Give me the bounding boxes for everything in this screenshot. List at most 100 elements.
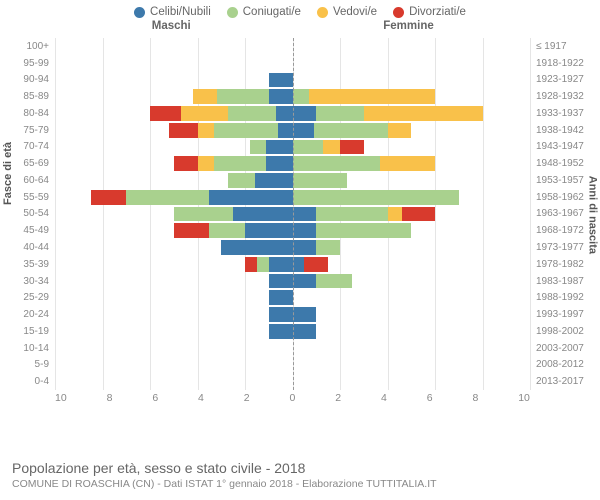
female-bar bbox=[293, 173, 531, 188]
male-bar bbox=[55, 56, 293, 71]
birth-label: 1993-1997 bbox=[536, 309, 600, 320]
age-label: 55-59 bbox=[0, 192, 49, 203]
seg-coniug bbox=[316, 274, 352, 289]
seg-vedovi bbox=[380, 156, 435, 171]
center-divider bbox=[293, 38, 294, 390]
age-label: 30-34 bbox=[0, 276, 49, 287]
celibi-dot bbox=[134, 7, 145, 18]
female-bar bbox=[293, 106, 531, 121]
female-header: Femmine bbox=[383, 20, 434, 32]
seg-celibi bbox=[255, 173, 293, 188]
male-bar bbox=[55, 240, 293, 255]
chart-footer: Popolazione per età, sesso e stato civil… bbox=[12, 460, 437, 490]
seg-vedovi bbox=[364, 106, 483, 121]
male-bar bbox=[55, 89, 293, 104]
birth-label: 1983-1987 bbox=[536, 276, 600, 287]
seg-celibi bbox=[293, 307, 317, 322]
seg-vedovi bbox=[388, 123, 412, 138]
seg-divorz bbox=[245, 257, 257, 272]
seg-vedovi bbox=[193, 89, 217, 104]
seg-coniug bbox=[250, 140, 267, 155]
gridline bbox=[530, 38, 531, 390]
female-bar bbox=[293, 274, 531, 289]
birth-label: 1978-1982 bbox=[536, 259, 600, 270]
coniug-dot bbox=[227, 7, 238, 18]
seg-celibi bbox=[269, 73, 293, 88]
birth-label: 2003-2007 bbox=[536, 343, 600, 354]
male-bar bbox=[55, 156, 293, 171]
celibi-label: Celibi/Nubili bbox=[150, 6, 211, 18]
male-header: Maschi bbox=[152, 20, 191, 32]
seg-divorz bbox=[340, 140, 364, 155]
seg-coniug bbox=[316, 223, 411, 238]
birth-label: 2008-2012 bbox=[536, 359, 600, 370]
x-tick: 6 bbox=[152, 392, 158, 404]
male-bar bbox=[55, 274, 293, 289]
birth-label: 1968-1972 bbox=[536, 225, 600, 236]
seg-coniug bbox=[293, 190, 459, 205]
age-label: 35-39 bbox=[0, 259, 49, 270]
seg-divorz bbox=[304, 257, 328, 272]
age-label: 85-89 bbox=[0, 91, 49, 102]
female-bar bbox=[293, 39, 531, 54]
seg-celibi bbox=[293, 257, 305, 272]
chart-title: Popolazione per età, sesso e stato civil… bbox=[12, 460, 437, 478]
male-bar bbox=[55, 39, 293, 54]
male-bar bbox=[55, 140, 293, 155]
male-bar bbox=[55, 173, 293, 188]
seg-celibi bbox=[293, 324, 317, 339]
legend-item-celibi: Celibi/Nubili bbox=[134, 6, 211, 18]
x-tick: 2 bbox=[244, 392, 250, 404]
seg-celibi bbox=[293, 240, 317, 255]
x-tick: 8 bbox=[472, 392, 478, 404]
birth-label: 1918-1922 bbox=[536, 58, 600, 69]
seg-divorz bbox=[169, 123, 198, 138]
seg-coniug bbox=[316, 240, 340, 255]
male-bar bbox=[55, 324, 293, 339]
seg-celibi bbox=[233, 207, 292, 222]
female-bar bbox=[293, 223, 531, 238]
age-label: 20-24 bbox=[0, 309, 49, 320]
seg-vedovi bbox=[388, 207, 402, 222]
legend-item-divorz: Divorziati/e bbox=[393, 6, 466, 18]
male-bar bbox=[55, 374, 293, 389]
birth-label: 1953-1957 bbox=[536, 175, 600, 186]
birth-label: 1988-1992 bbox=[536, 292, 600, 303]
birth-label: 1958-1962 bbox=[536, 192, 600, 203]
male-bar bbox=[55, 307, 293, 322]
female-bar bbox=[293, 89, 531, 104]
vedovi-dot bbox=[317, 7, 328, 18]
seg-celibi bbox=[269, 274, 293, 289]
male-bar bbox=[55, 290, 293, 305]
female-bar bbox=[293, 207, 531, 222]
seg-celibi bbox=[278, 123, 292, 138]
age-label: 45-49 bbox=[0, 225, 49, 236]
seg-coniug bbox=[228, 173, 254, 188]
seg-coniug bbox=[126, 190, 209, 205]
seg-celibi bbox=[245, 223, 293, 238]
vedovi-label: Vedovi/e bbox=[333, 6, 377, 18]
age-label: 50-54 bbox=[0, 208, 49, 219]
female-bar bbox=[293, 123, 531, 138]
age-label: 10-14 bbox=[0, 343, 49, 354]
seg-vedovi bbox=[181, 106, 229, 121]
x-tick: 4 bbox=[381, 392, 387, 404]
x-tick: 4 bbox=[198, 392, 204, 404]
age-label: 80-84 bbox=[0, 108, 49, 119]
age-label: 90-94 bbox=[0, 74, 49, 85]
coniug-label: Coniugati/e bbox=[243, 6, 301, 18]
divorz-label: Divorziati/e bbox=[409, 6, 466, 18]
birth-label: ≤ 1917 bbox=[536, 41, 600, 52]
x-tick: 6 bbox=[427, 392, 433, 404]
female-bar bbox=[293, 374, 531, 389]
male-bar bbox=[55, 341, 293, 356]
seg-celibi bbox=[269, 89, 293, 104]
seg-celibi bbox=[276, 106, 293, 121]
seg-coniug bbox=[293, 156, 381, 171]
seg-vedovi bbox=[323, 140, 340, 155]
age-label: 5-9 bbox=[0, 359, 49, 370]
seg-divorz bbox=[150, 106, 181, 121]
seg-vedovi bbox=[309, 89, 435, 104]
seg-coniug bbox=[209, 223, 245, 238]
seg-coniug bbox=[214, 156, 266, 171]
